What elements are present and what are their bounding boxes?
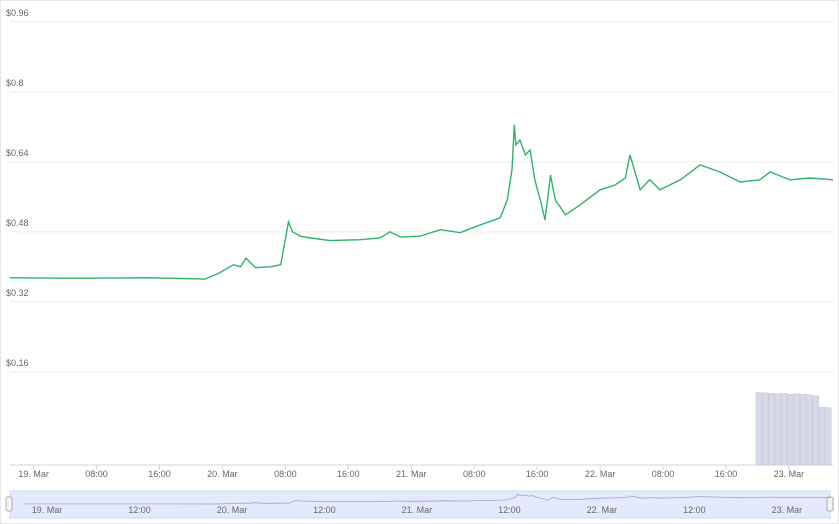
y-tick-label: $0.64 xyxy=(6,148,29,158)
volume-bar xyxy=(780,393,788,466)
y-tick-label: $0.16 xyxy=(6,358,29,368)
x-tick-label: 19. Mar xyxy=(18,469,49,479)
volume-bar xyxy=(768,393,775,466)
y-tick-label: $0.96 xyxy=(6,8,29,18)
volume-bar xyxy=(755,392,763,466)
x-tick-label: 08:00 xyxy=(652,469,675,479)
x-tick-label: 16:00 xyxy=(337,469,360,479)
x-tick-label: 16:00 xyxy=(148,469,171,479)
navigator-tick-label: 22. Mar xyxy=(587,505,618,515)
volume-bar xyxy=(787,394,794,466)
x-tick-label: 22. Mar xyxy=(585,469,616,479)
navigator-tick-label: 21. Mar xyxy=(402,505,433,515)
x-tick-label: 23. Mar xyxy=(774,469,805,479)
volume-bar xyxy=(799,394,807,466)
volume-bar xyxy=(793,393,801,466)
x-tick-label: 21. Mar xyxy=(396,469,427,479)
navigator-tick-label: 12:00 xyxy=(128,505,151,515)
price-line xyxy=(9,124,834,280)
y-tick-label: $0.32 xyxy=(6,288,29,298)
navigator-tick-label: 19. Mar xyxy=(32,505,63,515)
y-tick-label: $0.8 xyxy=(6,78,24,88)
volume-bar xyxy=(774,393,782,466)
x-tick-label: 16:00 xyxy=(526,469,549,479)
x-tick-label: 16:00 xyxy=(715,469,738,479)
navigator-tick-label: 12:00 xyxy=(498,505,521,515)
navigator-window[interactable] xyxy=(9,490,831,519)
volume-bar xyxy=(806,394,813,466)
volume-bar xyxy=(812,395,819,466)
navigator-handle[interactable] xyxy=(5,496,13,512)
volume-bar xyxy=(818,407,826,466)
volume-bar xyxy=(762,392,769,466)
x-tick-label: 08:00 xyxy=(274,469,297,479)
navigator-tick-label: 12:00 xyxy=(683,505,706,515)
x-tick-label: 20. Mar xyxy=(207,469,238,479)
x-tick-label: 08:00 xyxy=(85,469,108,479)
volume-bar xyxy=(825,407,832,466)
navigator-tick-label: 23. Mar xyxy=(772,505,803,515)
y-tick-label: $0.48 xyxy=(6,218,29,228)
x-tick-label: 08:00 xyxy=(463,469,486,479)
navigator-handle[interactable] xyxy=(826,496,834,512)
navigator-tick-label: 12:00 xyxy=(313,505,336,515)
navigator-tick-label: 20. Mar xyxy=(217,505,248,515)
navigator-line xyxy=(23,493,831,505)
